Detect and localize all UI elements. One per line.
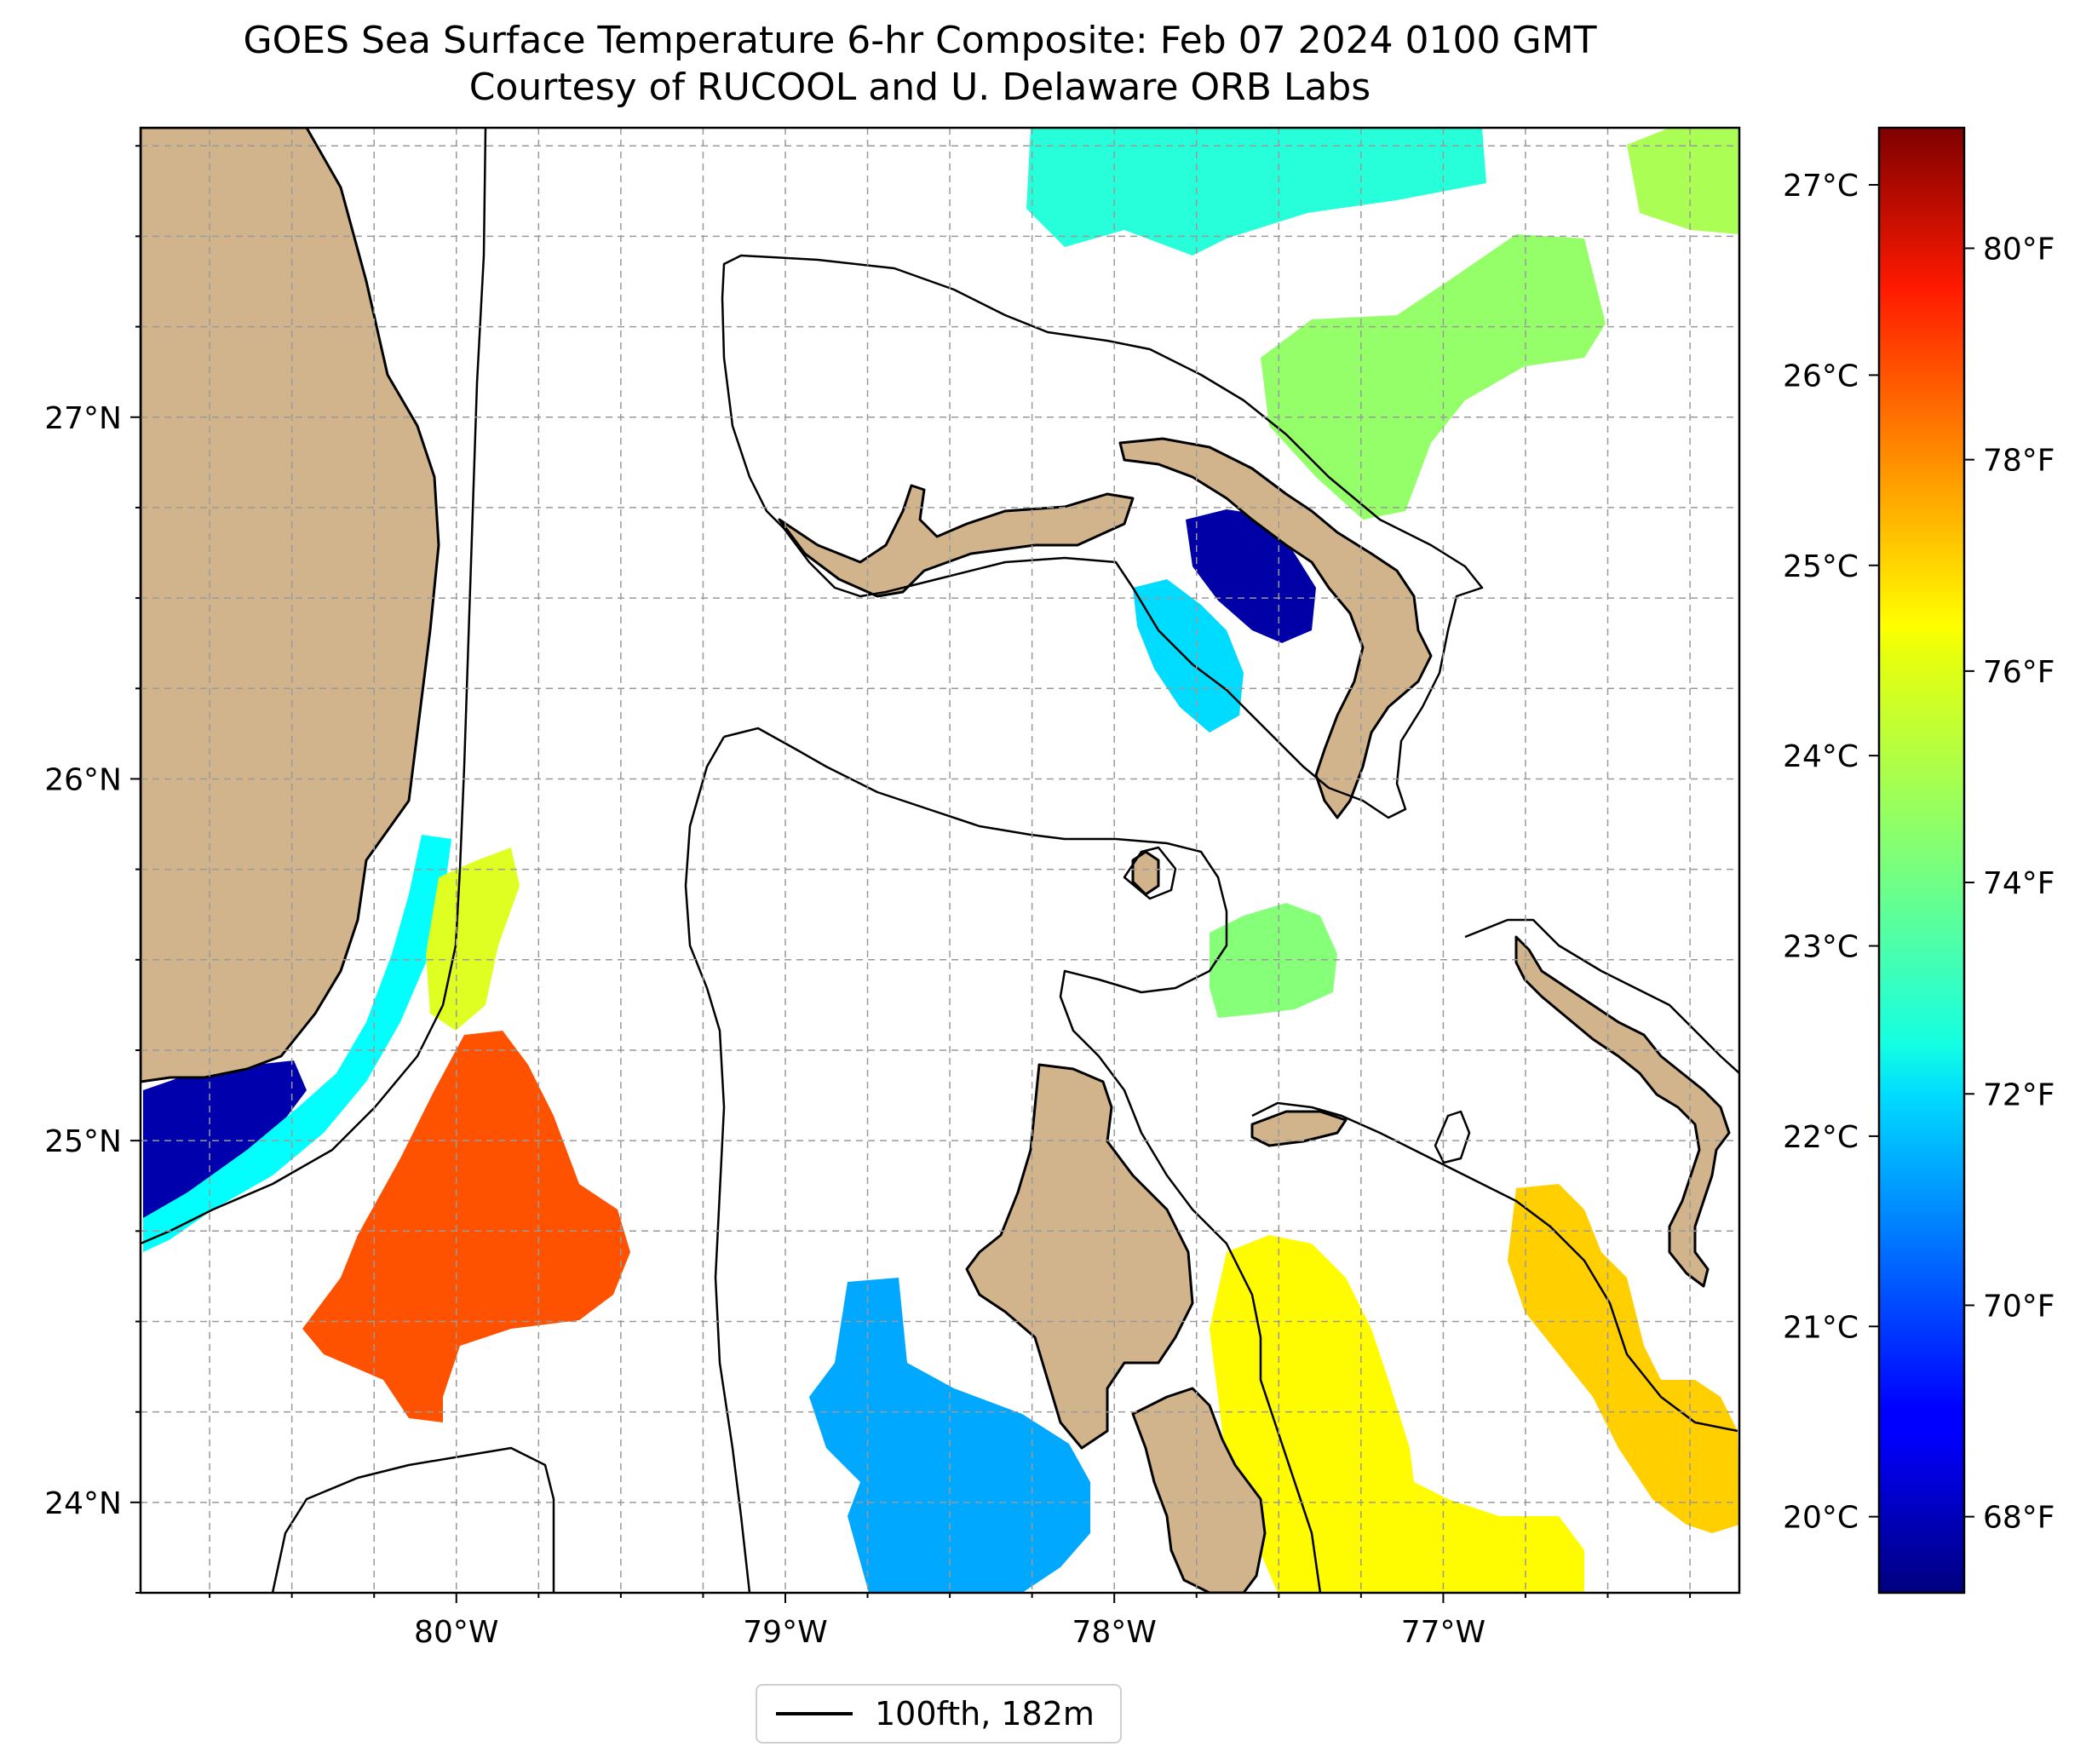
andros-island xyxy=(965,1063,1194,1450)
celsius-tick-label: 26°C xyxy=(1783,359,1859,394)
exuma-contour xyxy=(1251,1101,1738,1433)
grand-bahama-island xyxy=(778,484,1135,598)
celsius-tick-label: 27°C xyxy=(1783,169,1859,204)
fahrenheit-tick-label: 76°F xyxy=(1983,655,2055,690)
lon-tick-label: 78°W xyxy=(1072,1615,1156,1650)
upper-keys-yellow-patch xyxy=(426,848,520,1031)
south-andros-cool-patch xyxy=(809,1278,1090,1593)
grand-bahama-north-patch xyxy=(1261,234,1606,520)
florida-bay-cold-patch xyxy=(143,1060,307,1218)
ragged-island-contour xyxy=(1434,1110,1471,1164)
lat-tick-label: 27°N xyxy=(44,401,122,436)
chart-title: GOES Sea Surface Temperature 6-hr Compos… xyxy=(243,19,1597,62)
celsius-tick-label: 22°C xyxy=(1783,1120,1859,1155)
fahrenheit-tick-label: 78°F xyxy=(1983,444,2055,479)
lat-tick-label: 24°N xyxy=(44,1486,122,1521)
great-bahama-bank-contour xyxy=(723,727,1322,1593)
straits-warm-patch xyxy=(302,1031,630,1422)
celsius-tick-label: 20°C xyxy=(1783,1501,1859,1536)
lon-tick-label: 80°W xyxy=(414,1615,498,1650)
florida-landmass xyxy=(141,128,440,1083)
eleuthera-island xyxy=(1514,935,1731,1288)
fahrenheit-tick-label: 70°F xyxy=(1983,1289,2055,1324)
andros-south-island xyxy=(1131,1387,1267,1593)
map-frame xyxy=(139,126,1741,1594)
southeast-patch xyxy=(1508,1184,1739,1533)
west-andros-contour xyxy=(684,736,751,1593)
contour-legend: 100fth, 182m xyxy=(756,1684,1122,1744)
cay-sal-contour xyxy=(1123,846,1177,900)
fahrenheit-tick-label: 72°F xyxy=(1983,1077,2055,1112)
lon-tick-label: 77°W xyxy=(1401,1615,1485,1650)
legend-label: 100fth, 182m xyxy=(875,1695,1095,1732)
northeast-edge-patch xyxy=(1627,128,1739,234)
celsius-tick-label: 25°C xyxy=(1783,549,1859,584)
lat-tick-label: 26°N xyxy=(44,762,122,797)
northwest-providence-channel-patch xyxy=(1133,579,1244,733)
florida-keys-band-patch xyxy=(143,835,451,1252)
lon-tick-label: 79°W xyxy=(743,1615,827,1650)
northeast-patch xyxy=(1026,128,1486,256)
exuma-sound-patch xyxy=(1210,1235,1584,1593)
celsius-tick-label: 24°C xyxy=(1783,739,1859,774)
little-bahama-bank-contour xyxy=(721,254,1484,819)
celsius-tick-label: 21°C xyxy=(1783,1310,1859,1345)
new-providence-island xyxy=(1250,1110,1348,1147)
chart-subtitle: Courtesy of RUCOOL and U. Delaware ORB L… xyxy=(468,66,1371,109)
fahrenheit-tick-label: 74°F xyxy=(1983,866,2055,901)
colorbar xyxy=(1877,126,1966,1594)
fahrenheit-tick-label: 80°F xyxy=(1983,232,2055,267)
lat-tick-label: 25°N xyxy=(44,1124,122,1159)
abaco-island xyxy=(1118,437,1433,819)
legend-line-swatch xyxy=(776,1712,853,1715)
florida-shelf-contour xyxy=(141,128,487,1245)
eleuthera-contour xyxy=(1464,918,1739,1074)
fahrenheit-tick-label: 68°F xyxy=(1983,1501,2055,1536)
celsius-tick-label: 23°C xyxy=(1783,930,1859,965)
south-cuba-bank-contour xyxy=(271,1446,555,1593)
